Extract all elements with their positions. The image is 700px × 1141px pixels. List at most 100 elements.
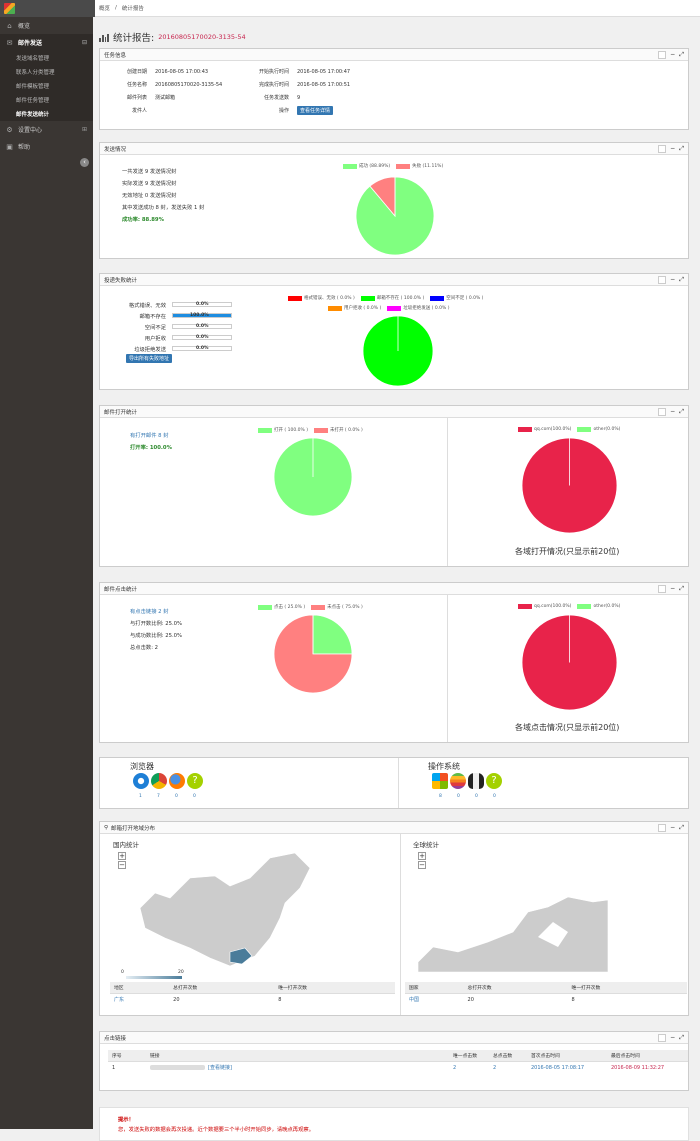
legend-item: qq.com(100.0%) — [518, 604, 571, 609]
tip-panel: 提示！ 您，发送失败的数据会再次投递。近个数据要三个半小时开始同步，请晚点再观察… — [99, 1107, 689, 1141]
map-sea — [538, 922, 568, 947]
fullscreen-icon[interactable]: ⤢ — [679, 585, 684, 592]
fullscreen-icon[interactable]: ⤢ — [679, 145, 684, 152]
fail-progress-bar — [172, 324, 232, 329]
sidebar-collapse-button[interactable]: ‹ — [80, 158, 89, 167]
panel-title: 点击链接 — [104, 1035, 127, 1042]
os-title: 操作系统 — [428, 762, 460, 771]
breadcrumb-current: 统计报告 — [121, 6, 144, 12]
panel-title: 邮件点击统计 — [104, 586, 138, 593]
sidebar-item-settings[interactable]: ⚙ 设置中心 ⊞ — [6, 125, 87, 135]
minimize-icon[interactable]: − — [670, 408, 676, 415]
china-map — [139, 852, 311, 967]
sidebar-item-help[interactable]: ▣ 帮助 — [6, 142, 31, 152]
fail-legend-row2: 用户拒收 ( 0.0% ) 垃圾拒绝发送 ( 0.0% ) — [328, 305, 449, 311]
fullscreen-icon[interactable]: ⤢ — [679, 824, 684, 831]
export-failed-button[interactable]: 导出所有失败地址 — [126, 354, 173, 363]
zoom-in-button[interactable]: + — [118, 852, 126, 860]
open-domain-pie-chart — [521, 437, 618, 534]
panel-checkbox[interactable] — [658, 145, 667, 153]
minimize-icon[interactable]: − — [670, 1034, 676, 1041]
fail-progress-bar — [172, 313, 232, 318]
divider — [447, 418, 448, 566]
legend-item: 用户拒收 ( 0.0% ) — [328, 305, 381, 311]
send-actual: 实际发送 9 发送情况封 — [122, 181, 177, 187]
total-clicks: 总点击数: 2 — [130, 645, 159, 651]
browser-title: 浏览器 — [130, 762, 154, 771]
opened-count: 有打开邮件 8 封 — [130, 433, 169, 439]
main-content: 统计报告: 20160805170020-3135-54 任务信息 − ⤢ 创建日… — [95, 17, 700, 1141]
sidebar-sub-domain[interactable]: 发送域名管理 — [0, 51, 93, 65]
fullscreen-icon[interactable]: ⤢ — [679, 51, 684, 58]
panel-checkbox[interactable] — [658, 585, 667, 593]
legend-item: 成功 (88.89%) — [343, 163, 390, 169]
legend-item: 点击 ( 25.0% ) — [258, 604, 305, 610]
global-table: 国家 总打开次数 唯一打开次数 中国 20 8 — [405, 982, 687, 1006]
open-legend: 打开 ( 100.0% ) 未打开 ( 0.0% ) — [258, 427, 363, 433]
task-detail-button[interactable]: 查看任务详情 — [297, 106, 334, 115]
click-stats-panel: 邮件点击统计 − ⤢ 有点击链接 2 封 与打开数比例: 25.0% 与成功数比例… — [99, 582, 689, 743]
panel-checkbox[interactable] — [658, 408, 667, 416]
panel-checkbox[interactable] — [658, 824, 667, 832]
sidebar-sub-templates[interactable]: 邮件模板管理 — [0, 79, 93, 93]
fail-progress-bar — [172, 302, 232, 307]
table-row: 1 [查看链接] 2 2 2016-08-05 17:08:17 2016-08… — [112, 1064, 665, 1072]
sidebar-item-mail-send[interactable]: ✉ 邮件发送 ⊟ — [0, 34, 93, 51]
panel-checkbox[interactable] — [658, 1034, 667, 1042]
success-rate: 成功率: 88.89% — [122, 217, 164, 223]
legend-item: 空间不足 ( 0.0% ) — [430, 295, 483, 301]
fullscreen-icon[interactable]: ⤢ — [679, 408, 684, 415]
panel-title: 邮件打开统计 — [104, 409, 138, 416]
send-invalid: 无效地址 0 发送情况封 — [122, 193, 177, 199]
breadcrumb-home[interactable]: 概览 — [99, 6, 111, 12]
tip-title: 提示！ — [118, 1117, 134, 1123]
sidebar-item-overview[interactable]: ⌂ 概览 — [7, 21, 31, 31]
chrome-icon — [151, 773, 167, 789]
click-success-ratio: 与成功数比例: 25.0% — [130, 633, 183, 639]
minimize-icon[interactable]: − — [670, 276, 676, 283]
links-table: 序号 链接 唯一点击数 总点击数 首次点击时间 最后点击时间 1 [查看链接] 2 2 2… — [108, 1050, 688, 1074]
click-domain-pie-chart — [521, 614, 618, 711]
china-map-shape[interactable] — [139, 852, 311, 967]
pie-slice-点击[interactable] — [312, 614, 353, 655]
world-map-shape[interactable] — [418, 896, 608, 972]
fail-stats-panel: 投递失败统计 − ⤢ 格式错误、无效 0.0% 邮箱不存在 100.0% 空间不足… — [99, 273, 689, 390]
sidebar-sub-contacts[interactable]: 联系人分类管理 — [0, 65, 93, 79]
app-logo[interactable] — [4, 3, 15, 14]
panel-title: 发送情况 — [104, 146, 127, 153]
collapse-icon[interactable]: ⊟ — [81, 39, 87, 46]
sidebar-sub-stats[interactable]: 邮件发送统计 — [0, 107, 93, 121]
zoom-out-button[interactable]: − — [418, 861, 426, 869]
view-link[interactable]: [查看链接] — [208, 1065, 232, 1072]
progress-fill — [173, 314, 231, 317]
legend-item: qq.com(100.0%) — [518, 427, 571, 432]
legend-item: 失败 (11.11%) — [396, 163, 443, 169]
click-open-ratio: 与打开数比例: 25.0% — [130, 621, 183, 627]
legend-item: 未打开 ( 0.0% ) — [313, 427, 363, 433]
sidebar-sub-tasks[interactable]: 邮件任务管理 — [0, 93, 93, 107]
apple-icon — [450, 773, 466, 789]
legend-item: 打开 ( 100.0% ) — [258, 427, 308, 433]
legend-item: other(0.0%) — [577, 604, 620, 609]
minimize-icon[interactable]: − — [670, 145, 676, 152]
divider — [398, 758, 399, 808]
send-total: 一共发送 9 发送情况封 — [122, 169, 177, 175]
panel-checkbox[interactable] — [658, 51, 667, 59]
help-icon: ▣ — [6, 142, 13, 151]
panel-checkbox[interactable] — [658, 276, 667, 284]
legend-item: other(0.0%) — [577, 427, 620, 432]
bar-chart-icon — [99, 33, 109, 42]
geo-panel: ⚲ 邮箱打开地域分布 − ⤢ 国内统计 + − 0 20 地区 总打开次数 唯一打开次数… — [99, 821, 689, 1016]
expand-icon[interactable]: ⊞ — [81, 126, 87, 133]
fullscreen-icon[interactable]: ⤢ — [679, 1034, 684, 1041]
minimize-icon[interactable]: − — [670, 824, 676, 831]
zoom-out-button[interactable]: − — [118, 861, 126, 869]
domestic-table: 地区 总打开次数 唯一打开次数 广东 20 8 — [110, 982, 395, 1006]
fullscreen-icon[interactable]: ⤢ — [679, 276, 684, 283]
color-scale — [126, 976, 182, 979]
minimize-icon[interactable]: − — [670, 51, 676, 58]
panel-title: 邮箱打开地域分布 — [111, 825, 156, 832]
minimize-icon[interactable]: − — [670, 585, 676, 592]
zoom-in-button[interactable]: + — [418, 852, 426, 860]
guangdong-region[interactable] — [229, 947, 253, 965]
